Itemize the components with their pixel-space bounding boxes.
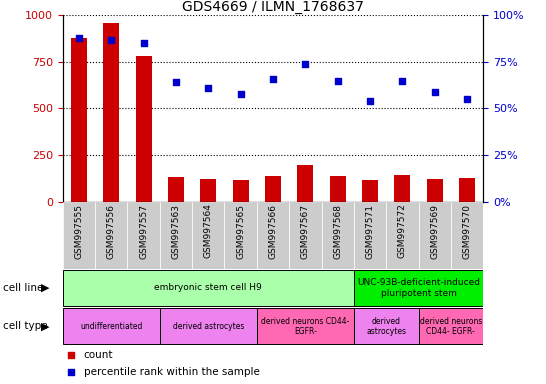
Bar	[71, 38, 87, 202]
Bar	[459, 178, 475, 202]
Bar	[160, 202, 192, 269]
Bar	[297, 165, 313, 202]
Text: UNC-93B-deficient-induced
pluripotent stem: UNC-93B-deficient-induced pluripotent st…	[357, 278, 480, 298]
Bar	[200, 179, 216, 202]
Point	[171, 79, 180, 86]
Point	[67, 352, 75, 358]
Text: derived
astrocytes: derived astrocytes	[366, 317, 406, 336]
Bar	[419, 308, 483, 344]
Bar	[322, 202, 354, 269]
Point	[398, 78, 407, 84]
Bar	[354, 270, 483, 306]
Bar	[168, 177, 184, 202]
Text: derived neurons CD44-
EGFR-: derived neurons CD44- EGFR-	[261, 317, 349, 336]
Bar	[160, 308, 257, 344]
Bar	[451, 202, 483, 269]
Point	[462, 96, 471, 102]
Bar	[63, 308, 160, 344]
Text: ▶: ▶	[41, 283, 50, 293]
Bar	[233, 180, 249, 202]
Text: GSM997570: GSM997570	[462, 204, 472, 258]
Point	[139, 40, 148, 46]
Bar	[289, 202, 322, 269]
Text: percentile rank within the sample: percentile rank within the sample	[84, 366, 260, 377]
Bar	[224, 202, 257, 269]
Point	[366, 98, 375, 104]
Bar	[330, 177, 346, 202]
Bar	[192, 202, 224, 269]
Point	[269, 76, 277, 82]
Point	[333, 78, 342, 84]
Text: GSM997571: GSM997571	[365, 204, 375, 258]
Point	[204, 85, 213, 91]
Bar	[63, 270, 354, 306]
Bar	[95, 202, 127, 269]
Bar	[257, 308, 354, 344]
Point	[301, 61, 310, 67]
Point	[236, 91, 245, 97]
Text: GSM997567: GSM997567	[301, 204, 310, 258]
Text: undifferentiated: undifferentiated	[80, 322, 143, 331]
Title: GDS4669 / ILMN_1768637: GDS4669 / ILMN_1768637	[182, 0, 364, 14]
Bar	[386, 202, 419, 269]
Bar	[419, 202, 451, 269]
Point	[430, 89, 439, 95]
Text: GSM997563: GSM997563	[171, 204, 181, 258]
Point	[75, 35, 84, 41]
Text: count: count	[84, 350, 114, 360]
Text: GSM997556: GSM997556	[107, 204, 116, 258]
Text: ▶: ▶	[41, 321, 50, 331]
Text: derived astrocytes: derived astrocytes	[173, 322, 244, 331]
Text: GSM997572: GSM997572	[398, 204, 407, 258]
Bar	[362, 180, 378, 202]
Text: GSM997564: GSM997564	[204, 204, 213, 258]
Point	[67, 369, 75, 375]
Bar	[257, 202, 289, 269]
Bar	[127, 202, 160, 269]
Bar	[265, 175, 281, 202]
Bar	[103, 23, 120, 202]
Bar	[63, 202, 95, 269]
Text: embryonic stem cell H9: embryonic stem cell H9	[155, 283, 262, 293]
Text: GSM997566: GSM997566	[269, 204, 277, 258]
Text: GSM997568: GSM997568	[333, 204, 342, 258]
Text: cell line: cell line	[3, 283, 43, 293]
Bar	[354, 202, 386, 269]
Text: derived neurons
CD44- EGFR-: derived neurons CD44- EGFR-	[420, 317, 482, 336]
Point	[107, 36, 116, 43]
Bar	[135, 56, 152, 202]
Text: GSM997565: GSM997565	[236, 204, 245, 258]
Text: GSM997557: GSM997557	[139, 204, 148, 258]
Bar	[394, 175, 411, 202]
Text: GSM997569: GSM997569	[430, 204, 439, 258]
Bar	[354, 308, 419, 344]
Text: cell type: cell type	[3, 321, 48, 331]
Text: GSM997555: GSM997555	[74, 204, 84, 258]
Bar	[426, 179, 443, 202]
